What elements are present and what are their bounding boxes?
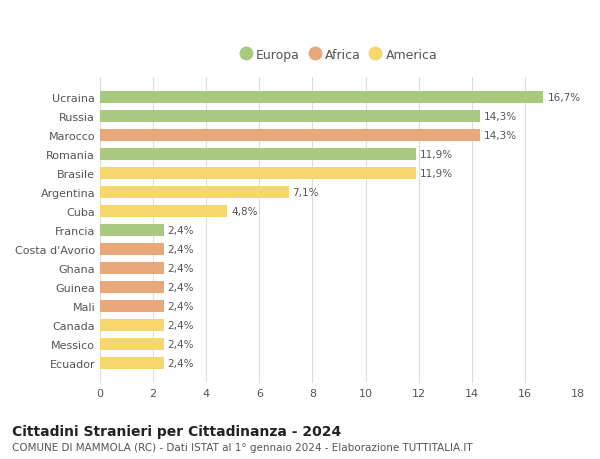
Text: 2,4%: 2,4% xyxy=(167,339,194,349)
Legend: Europa, Africa, America: Europa, Africa, America xyxy=(236,44,442,67)
Text: Cittadini Stranieri per Cittadinanza - 2024: Cittadini Stranieri per Cittadinanza - 2… xyxy=(12,425,341,438)
Text: 2,4%: 2,4% xyxy=(167,320,194,330)
Text: 11,9%: 11,9% xyxy=(420,168,453,179)
Bar xyxy=(100,129,479,142)
Text: 14,3%: 14,3% xyxy=(484,131,517,140)
Text: 2,4%: 2,4% xyxy=(167,302,194,311)
Text: 2,4%: 2,4% xyxy=(167,282,194,292)
Bar xyxy=(100,148,416,161)
Bar xyxy=(100,300,164,313)
Bar xyxy=(100,243,164,256)
Text: 2,4%: 2,4% xyxy=(167,358,194,368)
Bar xyxy=(100,357,164,369)
Text: 2,4%: 2,4% xyxy=(167,225,194,235)
Text: 11,9%: 11,9% xyxy=(420,150,453,160)
Text: 2,4%: 2,4% xyxy=(167,263,194,274)
Text: 7,1%: 7,1% xyxy=(292,188,319,197)
Text: COMUNE DI MAMMOLA (RC) - Dati ISTAT al 1° gennaio 2024 - Elaborazione TUTTITALIA: COMUNE DI MAMMOLA (RC) - Dati ISTAT al 1… xyxy=(12,442,473,452)
Bar xyxy=(100,281,164,294)
Bar xyxy=(100,338,164,350)
Bar xyxy=(100,224,164,237)
Bar xyxy=(100,91,544,104)
Bar xyxy=(100,186,289,199)
Text: 4,8%: 4,8% xyxy=(232,207,258,217)
Bar xyxy=(100,205,227,218)
Text: 16,7%: 16,7% xyxy=(547,93,581,103)
Bar xyxy=(100,111,479,123)
Bar xyxy=(100,319,164,331)
Text: 2,4%: 2,4% xyxy=(167,245,194,254)
Bar xyxy=(100,168,416,180)
Bar xyxy=(100,262,164,274)
Text: 14,3%: 14,3% xyxy=(484,112,517,122)
